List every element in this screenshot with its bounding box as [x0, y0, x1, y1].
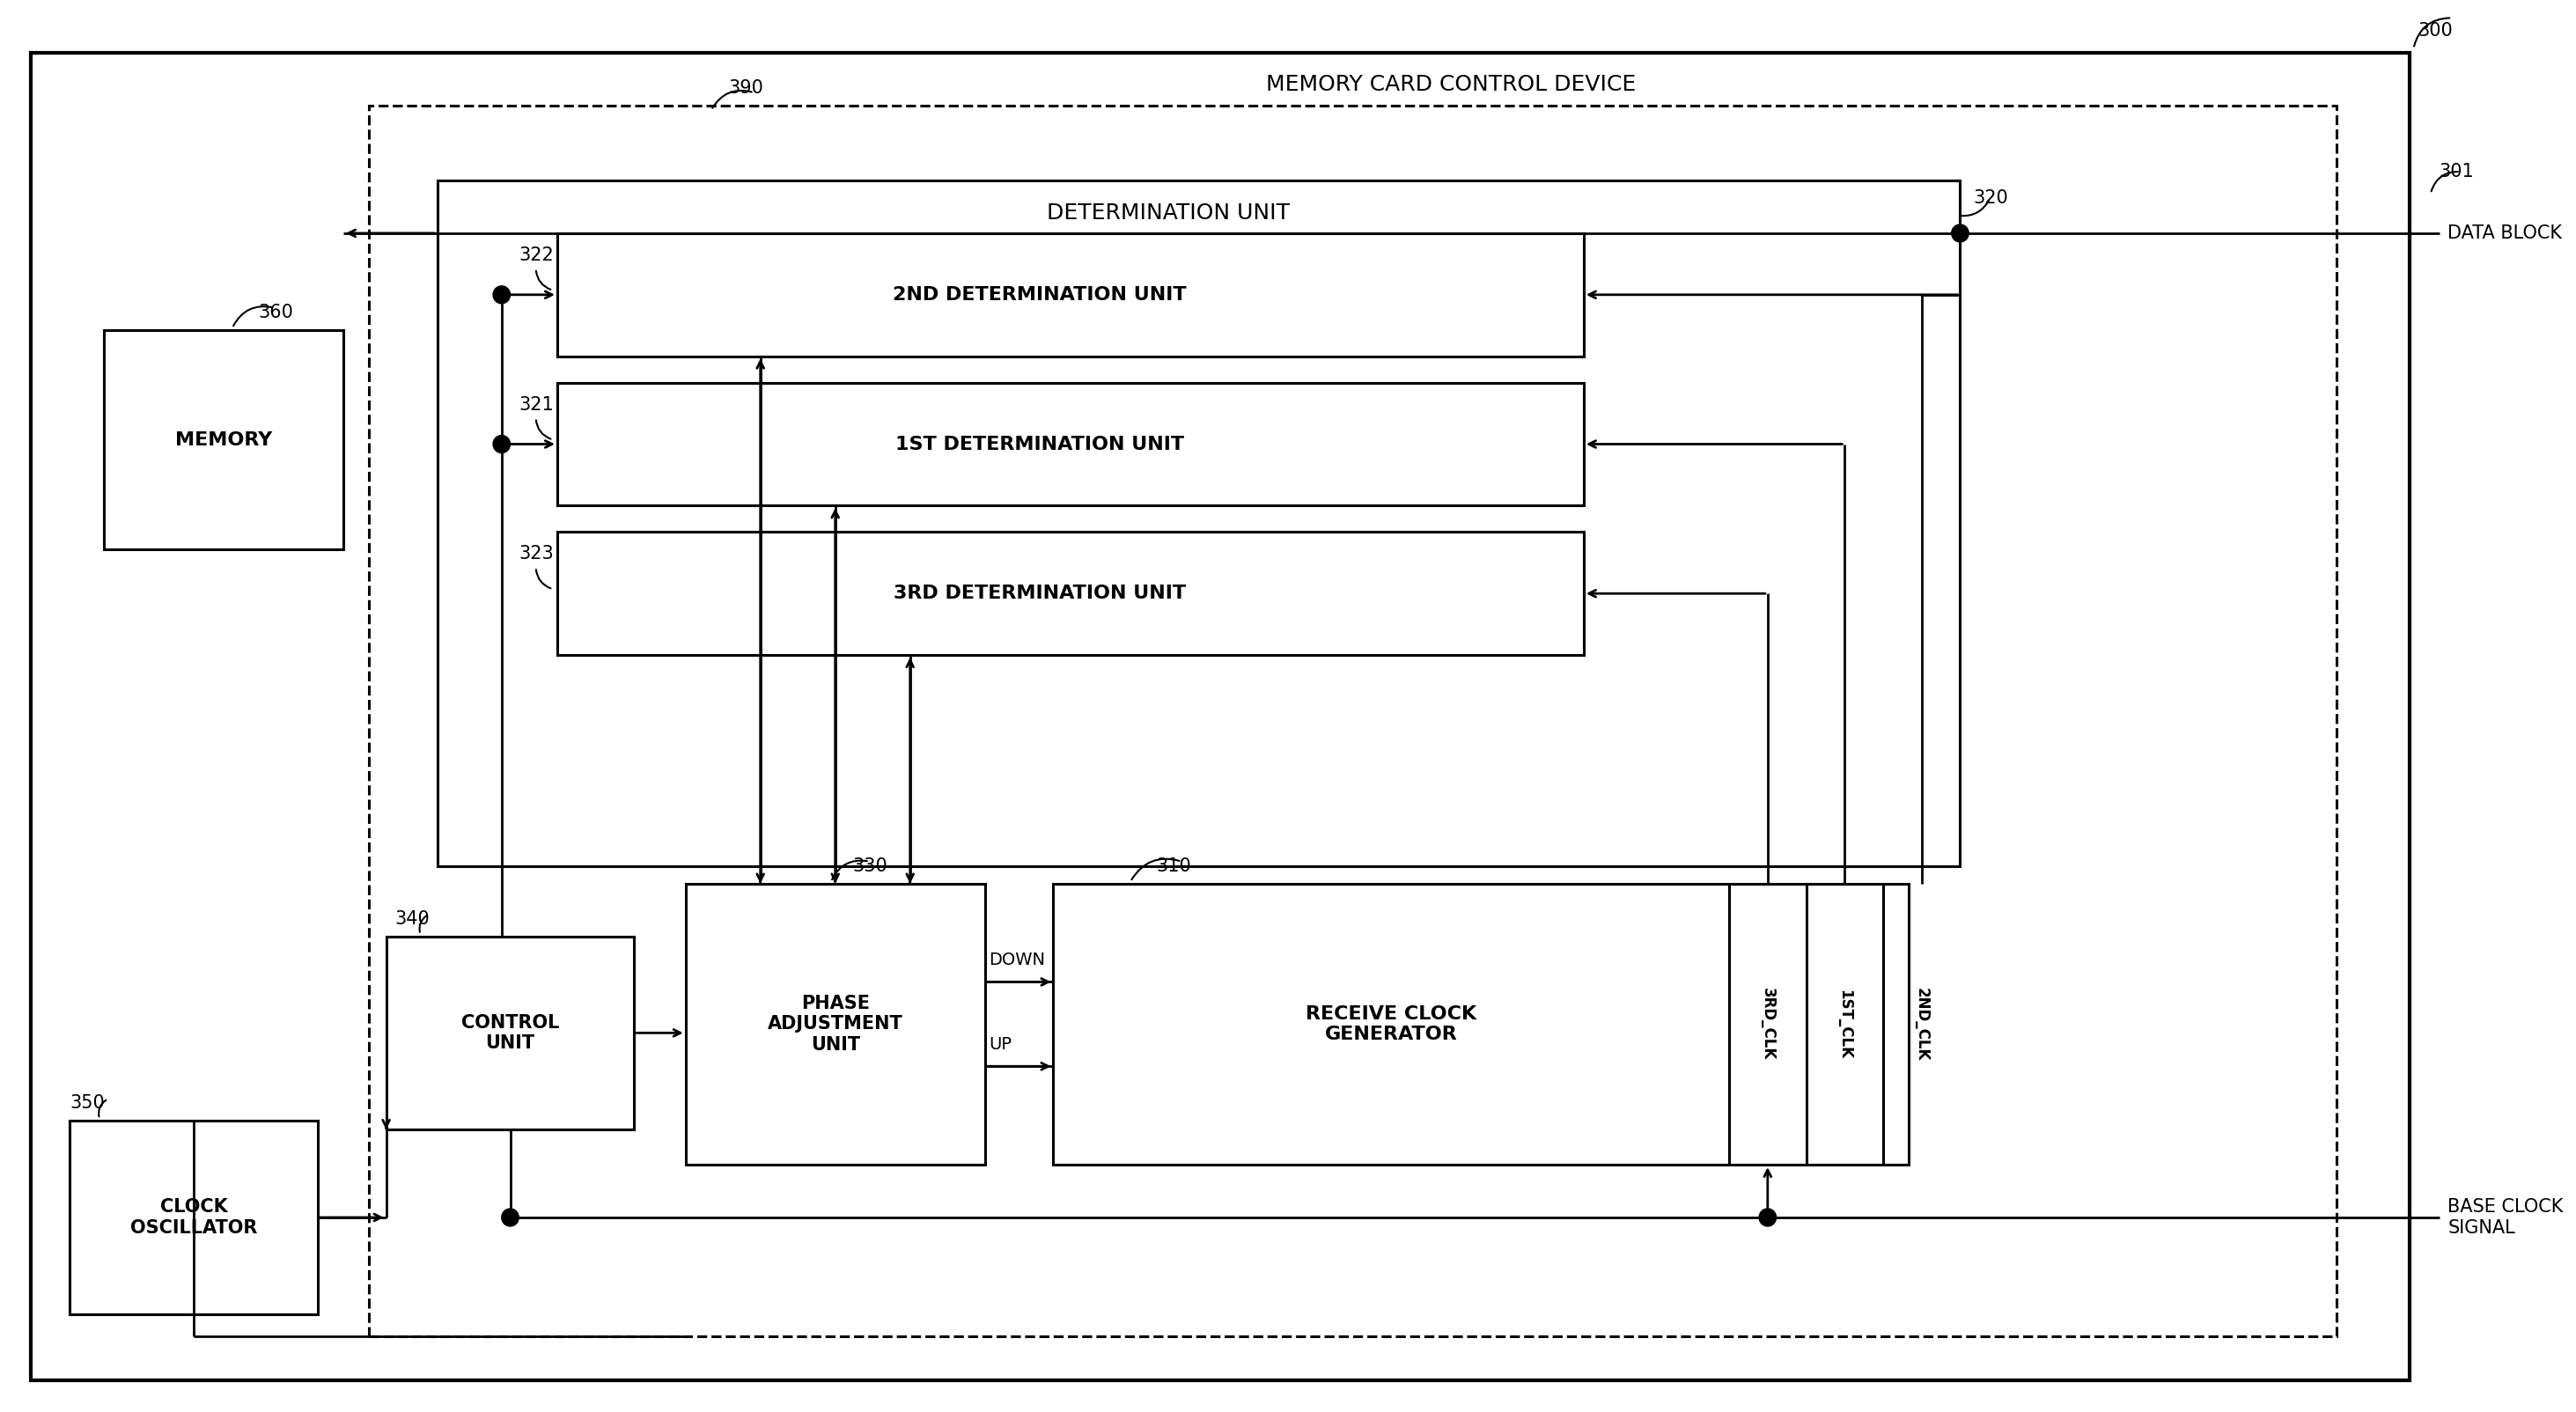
Text: DOWN: DOWN	[989, 952, 1046, 969]
Text: 320: 320	[1973, 189, 2007, 208]
Text: CLOCK
OSCILLATOR: CLOCK OSCILLATOR	[131, 1199, 258, 1237]
Bar	[103, 330, 343, 549]
Text: RECEIVE CLOCK
GENERATOR: RECEIVE CLOCK GENERATOR	[1306, 1005, 1476, 1043]
Text: 3RD_CLK: 3RD_CLK	[1759, 988, 1775, 1060]
Text: 2ND_CLK: 2ND_CLK	[1914, 987, 1929, 1060]
Bar	[1054, 884, 1909, 1165]
Text: 1ST DETERMINATION UNIT: 1ST DETERMINATION UNIT	[896, 435, 1185, 453]
Circle shape	[492, 287, 510, 304]
Text: 322: 322	[518, 246, 554, 264]
Bar	[556, 233, 1584, 356]
Text: 310: 310	[1157, 857, 1190, 874]
Text: MEMORY: MEMORY	[175, 431, 273, 449]
Bar	[368, 106, 2336, 1336]
Text: 330: 330	[853, 857, 886, 874]
Text: PHASE
ADJUSTMENT
UNIT: PHASE ADJUSTMENT UNIT	[768, 995, 904, 1053]
Text: 390: 390	[729, 79, 762, 97]
Bar	[556, 532, 1584, 655]
Text: 340: 340	[394, 909, 430, 928]
Text: DATA BLOCK: DATA BLOCK	[2447, 225, 2563, 241]
Bar	[556, 383, 1584, 505]
Text: 301: 301	[2439, 162, 2473, 181]
Text: 321: 321	[518, 395, 554, 414]
Circle shape	[1953, 225, 1968, 241]
Text: 3RD DETERMINATION UNIT: 3RD DETERMINATION UNIT	[894, 585, 1185, 603]
Text: DETERMINATION UNIT: DETERMINATION UNIT	[1046, 202, 1291, 223]
Bar	[70, 1121, 317, 1315]
Bar	[386, 936, 634, 1130]
Text: 300: 300	[2419, 23, 2452, 40]
Text: 360: 360	[258, 304, 294, 321]
Text: BASE CLOCK
SIGNAL: BASE CLOCK SIGNAL	[2447, 1199, 2563, 1237]
Bar	[685, 884, 984, 1165]
Circle shape	[492, 435, 510, 453]
Text: 323: 323	[518, 545, 554, 563]
Text: 350: 350	[70, 1094, 106, 1113]
Circle shape	[1759, 1209, 1777, 1226]
Text: CONTROL
UNIT: CONTROL UNIT	[461, 1014, 559, 1052]
Text: UP: UP	[989, 1036, 1012, 1053]
Text: MEMORY CARD CONTROL DEVICE: MEMORY CARD CONTROL DEVICE	[1267, 73, 1636, 95]
Bar	[438, 181, 1960, 866]
Text: 2ND DETERMINATION UNIT: 2ND DETERMINATION UNIT	[894, 287, 1188, 304]
Circle shape	[502, 1209, 518, 1226]
Text: 1ST_CLK: 1ST_CLK	[1837, 990, 1852, 1059]
